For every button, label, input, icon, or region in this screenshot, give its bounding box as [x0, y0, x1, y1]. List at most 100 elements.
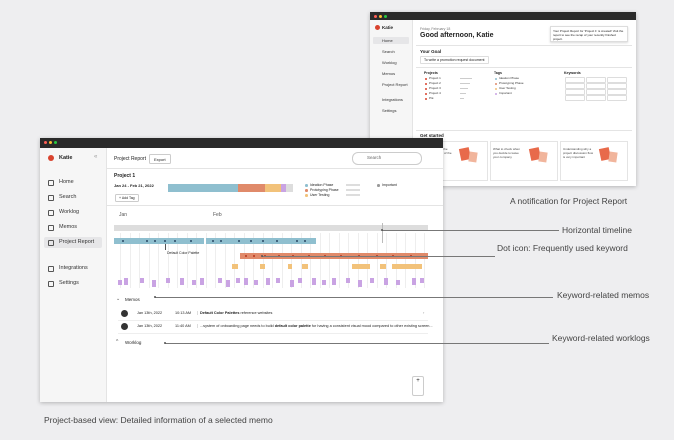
- legend-range: [346, 194, 360, 196]
- add-tag[interactable]: + Add Tag: [115, 194, 139, 202]
- memo-text-part: default color palette: [274, 324, 311, 328]
- pointer-dot: [380, 228, 384, 232]
- project-dot: [425, 77, 427, 80]
- logo: [375, 25, 380, 30]
- export-button[interactable]: Export: [149, 154, 171, 164]
- collapse-icon: «: [94, 154, 98, 160]
- legend-label: User Testing: [310, 193, 330, 197]
- nav-item[interactable]: Project Report: [59, 239, 95, 245]
- nav-icon: [48, 281, 54, 287]
- search-box[interactable]: [352, 152, 422, 165]
- notification[interactable]: Your Project Report for 'Project 1' is c…: [550, 26, 628, 42]
- nav-icon: [48, 225, 54, 231]
- pointer-line: [155, 297, 553, 298]
- keyword-dot: [174, 240, 176, 242]
- project-dot: [425, 97, 427, 100]
- summary-segment: [286, 184, 293, 192]
- memo-date: Jan 13th, 2022: [137, 311, 163, 315]
- search-label: Search: [367, 154, 382, 160]
- project: P.E: [429, 96, 434, 100]
- card-illustration: [538, 151, 548, 163]
- memos-title[interactable]: Memos: [125, 297, 140, 302]
- testing-block: [260, 264, 265, 269]
- keyword-chip: [586, 95, 606, 101]
- divider: [416, 67, 632, 68]
- nav-item[interactable]: Settings: [59, 280, 79, 286]
- keyword-pointer: [165, 244, 166, 250]
- keyword-dot: [262, 240, 264, 242]
- nav-item[interactable]: Settings: [382, 108, 397, 113]
- title-bar: [370, 12, 636, 20]
- worklog-block: [412, 278, 416, 285]
- tag: Important: [499, 91, 512, 95]
- keyword-dot: [250, 240, 252, 242]
- worklog-block: [276, 278, 280, 283]
- nav-selected: [373, 37, 409, 44]
- nav-icon: [48, 195, 54, 201]
- keywords-title: Keywords: [564, 71, 581, 75]
- memo-text-part: ...system of onboarding page needs to bu…: [200, 324, 275, 328]
- testing-block: [232, 264, 238, 269]
- nav-item[interactable]: Worklog: [382, 60, 397, 65]
- keyword-dot: [304, 240, 306, 242]
- summary-segment: [281, 184, 286, 192]
- keyword-chip: [565, 95, 585, 101]
- keyword-chip: [565, 77, 585, 83]
- memo-text[interactable]: ...system of onboarding page needs to bu…: [197, 324, 433, 328]
- project-dates: Jan 24 - Feb 21, 2022: [114, 183, 154, 188]
- legend-dot: [305, 194, 308, 197]
- keyword-chip: [607, 83, 627, 89]
- nav-icon: [48, 266, 54, 272]
- tags-title: Tags: [494, 71, 502, 75]
- goal: To write a promotion request document: [420, 56, 489, 64]
- keyword-dot: [276, 240, 278, 242]
- worklog-block: [118, 280, 122, 285]
- nav-item[interactable]: Integrations: [59, 265, 88, 271]
- get-started: Get started: [420, 133, 444, 138]
- nav-item[interactable]: Memos: [59, 224, 78, 230]
- project-dot: [425, 82, 427, 85]
- keyword-dot: [212, 240, 214, 242]
- memo-text[interactable]: Default Color Palettes reference website…: [197, 311, 272, 315]
- nav-item[interactable]: Home: [382, 38, 393, 43]
- card[interactable]: [490, 141, 558, 181]
- nav-item[interactable]: Search: [382, 49, 395, 54]
- window-dot: [44, 140, 48, 144]
- testing-block: [408, 264, 413, 269]
- card-text: Understanding why a project discussion f…: [563, 147, 594, 159]
- nav-item[interactable]: Integrations: [382, 97, 403, 102]
- nav-item[interactable]: Home: [59, 179, 74, 185]
- worklog-block: [384, 278, 388, 285]
- summary-segment: [238, 184, 265, 192]
- worklog-block: [180, 278, 184, 285]
- legend-label: Ideation Phase: [310, 183, 334, 187]
- nav-item[interactable]: Memos: [382, 71, 396, 76]
- keyword-dot: [190, 240, 192, 242]
- worklog-title[interactable]: Worklog: [125, 340, 142, 345]
- worklog-block: [218, 278, 222, 283]
- caption: Keyword-related memos: [557, 290, 650, 300]
- worklog-block: [192, 280, 196, 285]
- project-bar: [460, 87, 468, 89]
- nav-item[interactable]: Worklog: [59, 209, 80, 215]
- avatar: [121, 310, 128, 317]
- keyword-dot: [238, 240, 240, 242]
- zoom-control[interactable]: +: [412, 376, 424, 396]
- worklog-block: [396, 280, 400, 285]
- keyword-dot: [220, 240, 222, 242]
- date: Friday, February 18: [420, 27, 451, 31]
- legend-label: Prototyping Phase: [310, 188, 339, 192]
- card-illustration: [608, 151, 618, 163]
- nav-selected: [44, 237, 102, 248]
- nav-item[interactable]: Search: [59, 194, 77, 200]
- timeline-bar: [114, 225, 428, 231]
- project-name: Project 1: [114, 173, 136, 179]
- worklog-block: [166, 278, 170, 283]
- window-dot: [49, 140, 53, 144]
- card[interactable]: [560, 141, 628, 181]
- user-name: Katie: [59, 155, 73, 161]
- worklog-block: [420, 278, 424, 283]
- month-label: Feb: [213, 212, 222, 218]
- project: Project 1: [429, 76, 441, 80]
- nav-item[interactable]: Project Report: [382, 82, 408, 87]
